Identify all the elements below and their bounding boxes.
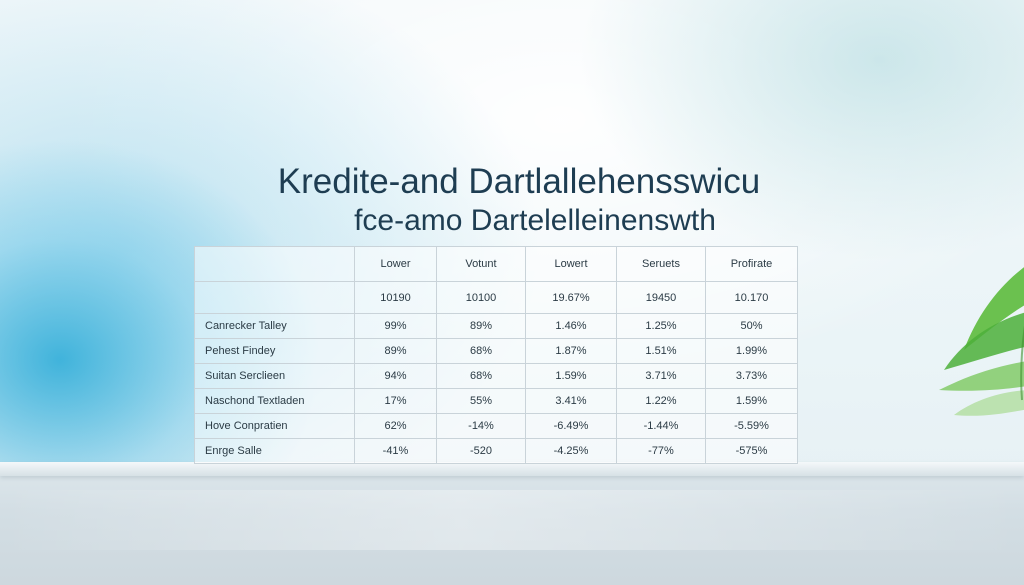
table-cell: 55%	[436, 388, 526, 414]
table-cell: 1.87%	[525, 338, 617, 364]
table-cell: 10190	[354, 281, 437, 314]
row-label: Hove Conpratien	[194, 413, 355, 439]
table-row: Canrecker Talley 99% 89% 1.46% 1.25% 50%	[194, 313, 798, 339]
table-header-row: Lower Votunt Lowert Seruets Profirate	[194, 246, 798, 282]
table-cell: -1.44%	[616, 413, 706, 439]
table-cell: 1.99%	[705, 338, 798, 364]
table-cell: 17%	[354, 388, 437, 414]
table-row: Pehest Findey 89% 68% 1.87% 1.51% 1.99%	[194, 338, 798, 364]
table-cell: 3.41%	[525, 388, 617, 414]
row-label: Suitan Serclieen	[194, 363, 355, 389]
table-cell: 1.22%	[616, 388, 706, 414]
column-header: Votunt	[436, 246, 526, 282]
row-label: Enrge Salle	[194, 438, 355, 464]
table-cell: 99%	[354, 313, 437, 339]
column-header: Profirate	[705, 246, 798, 282]
table-cell: 89%	[436, 313, 526, 339]
row-label: Naschond Textladen	[194, 388, 355, 414]
table-cell: 1.59%	[705, 388, 798, 414]
table-cell: 62%	[354, 413, 437, 439]
table-row: Enrge Salle -41% -520 -4.25% -77% -575%	[194, 438, 798, 464]
table-cell: -5.59%	[705, 413, 798, 439]
table-cell: 1.46%	[525, 313, 617, 339]
plant-leaves-icon	[939, 267, 1024, 416]
table-cell: -14%	[436, 413, 526, 439]
shelf-surface	[0, 462, 1024, 585]
table-cell: 10.170	[705, 281, 798, 314]
column-header: Lowert	[525, 246, 617, 282]
table-cell: 10100	[436, 281, 526, 314]
table-cell: -41%	[354, 438, 437, 464]
table-cell: 1.51%	[616, 338, 706, 364]
table-cell: 89%	[354, 338, 437, 364]
table-row: Suitan Serclieen 94% 68% 1.59% 3.71% 3.7…	[194, 363, 798, 389]
column-header: Lower	[354, 246, 437, 282]
table-cell: 50%	[705, 313, 798, 339]
table-cell: 1.25%	[616, 313, 706, 339]
table-cell: 3.71%	[616, 363, 706, 389]
table-cell: 94%	[354, 363, 437, 389]
shelf-edge	[0, 462, 1024, 476]
table-row: Hove Conpratien 62% -14% -6.49% -1.44% -…	[194, 413, 798, 439]
row-label: Pehest Findey	[194, 338, 355, 364]
data-table: Lower Votunt Lowert Seruets Profirate 10…	[194, 246, 798, 464]
column-header: Seruets	[616, 246, 706, 282]
table-cell: 1.59%	[525, 363, 617, 389]
shelf-sheen	[0, 490, 1024, 550]
table-cell: -6.49%	[525, 413, 617, 439]
table-cell: 68%	[436, 338, 526, 364]
table-cell: 3.73%	[705, 363, 798, 389]
table-cell: 19.67%	[525, 281, 617, 314]
page-title: Kredite-and Dartlallehensswicu	[277, 162, 761, 201]
table-cell: -520	[436, 438, 526, 464]
table-row: Naschond Textladen 17% 55% 3.41% 1.22% 1…	[194, 388, 798, 414]
table-cell: -4.25%	[525, 438, 617, 464]
row-label: Canrecker Talley	[194, 313, 355, 339]
row-label	[194, 281, 355, 314]
table-cell: 68%	[436, 363, 526, 389]
table-cell: -575%	[705, 438, 798, 464]
table-cell: 19450	[616, 281, 706, 314]
table-row: 10190 10100 19.67% 19450 10.170	[194, 281, 798, 314]
table-cell: -77%	[616, 438, 706, 464]
page-subtitle: fce-amo Dartelelleinenswth	[354, 204, 716, 237]
column-header	[194, 246, 355, 282]
